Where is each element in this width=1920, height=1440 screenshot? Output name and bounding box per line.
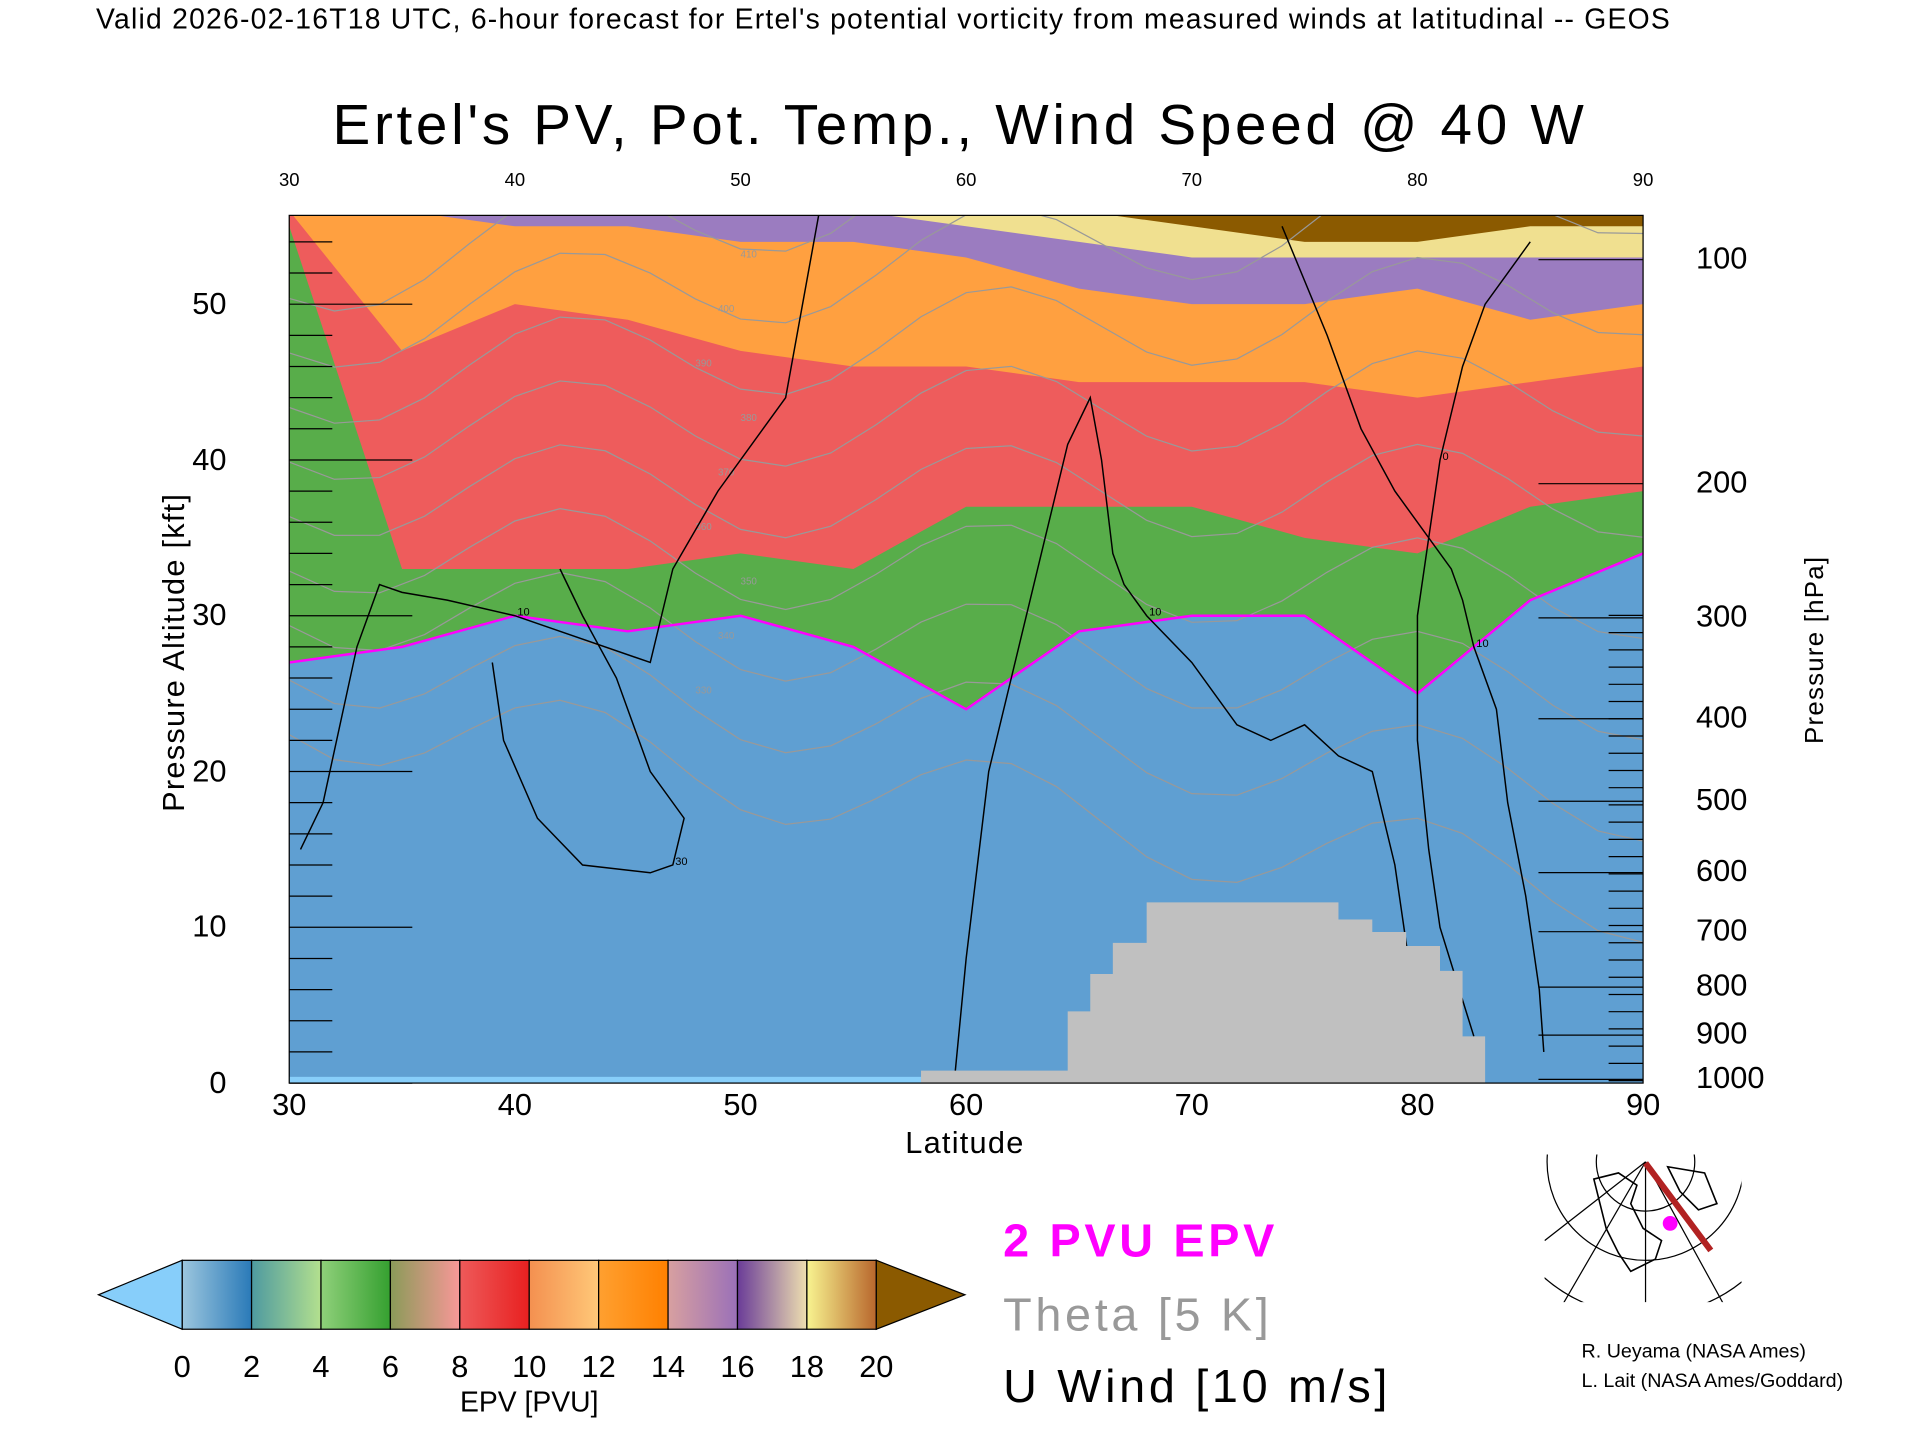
colorbar-segment — [459, 1259, 530, 1330]
top-x-tick-label: 60 — [955, 169, 977, 191]
x-axis-label: Latitude — [905, 1126, 1025, 1161]
theta-contour — [289, 350, 1644, 480]
wind-contour — [1416, 241, 1531, 1037]
y-axis-label: Pressure Altitude [kft] — [156, 492, 192, 812]
terrain-mask — [921, 902, 1486, 1084]
colorbar-tick-label: 14 — [650, 1350, 686, 1385]
plot-area: 330 340 350 360 370 380 390 400 410 10 10 30 10 0 — [289, 215, 1644, 1084]
x-tick-label: 40 — [497, 1087, 532, 1123]
pressure-tick-label: 800 — [1695, 968, 1748, 1004]
theta-contour — [289, 215, 1644, 368]
colorbar-tick-label: 20 — [859, 1350, 894, 1385]
top-x-tick-label: 30 — [278, 169, 300, 191]
theta-contour-label: 350 — [741, 577, 758, 588]
top-x-tick-label: 40 — [504, 169, 526, 191]
theta-contour-label: 410 — [741, 249, 758, 260]
colorbar-segment — [806, 1259, 877, 1330]
legend-epv: 2 PVU EPV — [1003, 1215, 1279, 1268]
wind-contour-label: 10 — [1476, 638, 1488, 650]
colorbar-label: EPV [PVU] — [460, 1385, 599, 1418]
right-axis-label: Pressure [hPa] — [1800, 555, 1829, 744]
colorbar-segment — [389, 1259, 461, 1330]
x-tick-label: 30 — [272, 1087, 307, 1123]
y-tick-label: 30 — [192, 598, 227, 633]
theta-contour-label: 330 — [695, 686, 712, 697]
theta-contour — [289, 508, 1644, 640]
wind-contour-label: 30 — [675, 856, 687, 868]
wind-contour — [1281, 226, 1545, 1052]
legend-theta: Theta [5 K] — [1003, 1289, 1273, 1342]
colorbar-tick-label: 10 — [512, 1350, 547, 1385]
theta-contour-label: 360 — [695, 522, 712, 533]
colorbar-segment — [528, 1259, 600, 1330]
pressure-tick-label: 600 — [1695, 854, 1748, 889]
top-x-tick-label: 80 — [1407, 169, 1428, 191]
theta-contour-label: 340 — [718, 631, 735, 642]
theta-contour-label: 370 — [718, 468, 735, 479]
theta-contour — [289, 443, 1644, 539]
credit-line: R. Ueyama (NASA Ames) — [1581, 1341, 1806, 1363]
colorbar-tick-label: 16 — [720, 1350, 755, 1385]
colorbar-tick-label: 6 — [381, 1350, 399, 1385]
colorbar-segment — [736, 1259, 808, 1330]
x-tick-label: 90 — [1625, 1087, 1661, 1123]
wind-contour — [299, 215, 820, 850]
x-tick-label: 70 — [1174, 1087, 1209, 1123]
wind-contour-label: 10 — [517, 607, 529, 619]
colorbar-tick-label: 0 — [173, 1350, 191, 1385]
colorbar-tick-label: 2 — [242, 1350, 261, 1385]
colorbar-under-triangle — [96, 1259, 183, 1331]
pv-under-zero-region — [289, 1076, 922, 1084]
colorbar-tick-label: 18 — [789, 1350, 824, 1385]
wind-contour — [491, 568, 685, 874]
pressure-tick-label: 100 — [1695, 241, 1748, 276]
pressure-tick-label: 900 — [1695, 1016, 1748, 1052]
y-tick-label: 50 — [192, 286, 227, 322]
credit-line: L. Lait (NASA Ames/Goddard) — [1581, 1371, 1844, 1392]
x-tick-label: 80 — [1400, 1087, 1435, 1123]
theta-contour — [289, 699, 1644, 943]
header-text: Valid 2026-02-16T18 UTC, 6-hour forecast… — [95, 2, 1671, 35]
colorbar-segment — [667, 1259, 739, 1330]
theta-contour-label: 380 — [741, 413, 758, 424]
colorbar-over-triangle — [875, 1259, 967, 1331]
colorbar-segment — [320, 1259, 392, 1330]
x-tick-label: 60 — [949, 1087, 984, 1123]
y-tick-label: 0 — [209, 1065, 227, 1101]
colorbar-tick-label: 4 — [312, 1350, 330, 1385]
pressure-tick-label: 300 — [1695, 599, 1748, 634]
chart-title: Ertel's PV, Pot. Temp., Wind Speed @ 40 … — [332, 92, 1588, 157]
top-x-tick-label: 70 — [1181, 169, 1203, 191]
top-x-tick-label: 90 — [1632, 169, 1654, 191]
colorbar-tick-label: 8 — [451, 1350, 469, 1385]
colorbar-tick-label: 12 — [581, 1350, 616, 1385]
wind-contour — [954, 395, 1419, 1076]
colorbar-segment — [598, 1259, 669, 1330]
x-tick-label: 50 — [723, 1087, 758, 1123]
y-tick-label: 40 — [192, 442, 227, 478]
pressure-tick-label: 500 — [1695, 782, 1748, 818]
colorbar-segment — [181, 1259, 253, 1330]
pressure-tick-label: 200 — [1695, 465, 1748, 500]
wind-contour-label: 10 — [1149, 607, 1161, 619]
wind-contour-label: 0 — [1442, 451, 1448, 463]
colorbar-segment — [250, 1259, 322, 1330]
pressure-tick-label: 400 — [1695, 700, 1748, 735]
legend-wind: U Wind [10 m/s] — [1003, 1361, 1392, 1413]
y-tick-label: 20 — [192, 754, 227, 789]
y-tick-label: 10 — [192, 910, 227, 945]
theta-contour-label: 390 — [695, 358, 712, 369]
theta-contour-label: 400 — [718, 304, 735, 315]
pressure-tick-label: 1000 — [1695, 1060, 1765, 1096]
top-x-tick-label: 50 — [730, 169, 751, 191]
pressure-tick-label: 700 — [1695, 913, 1748, 948]
theta-contour — [289, 256, 1644, 424]
